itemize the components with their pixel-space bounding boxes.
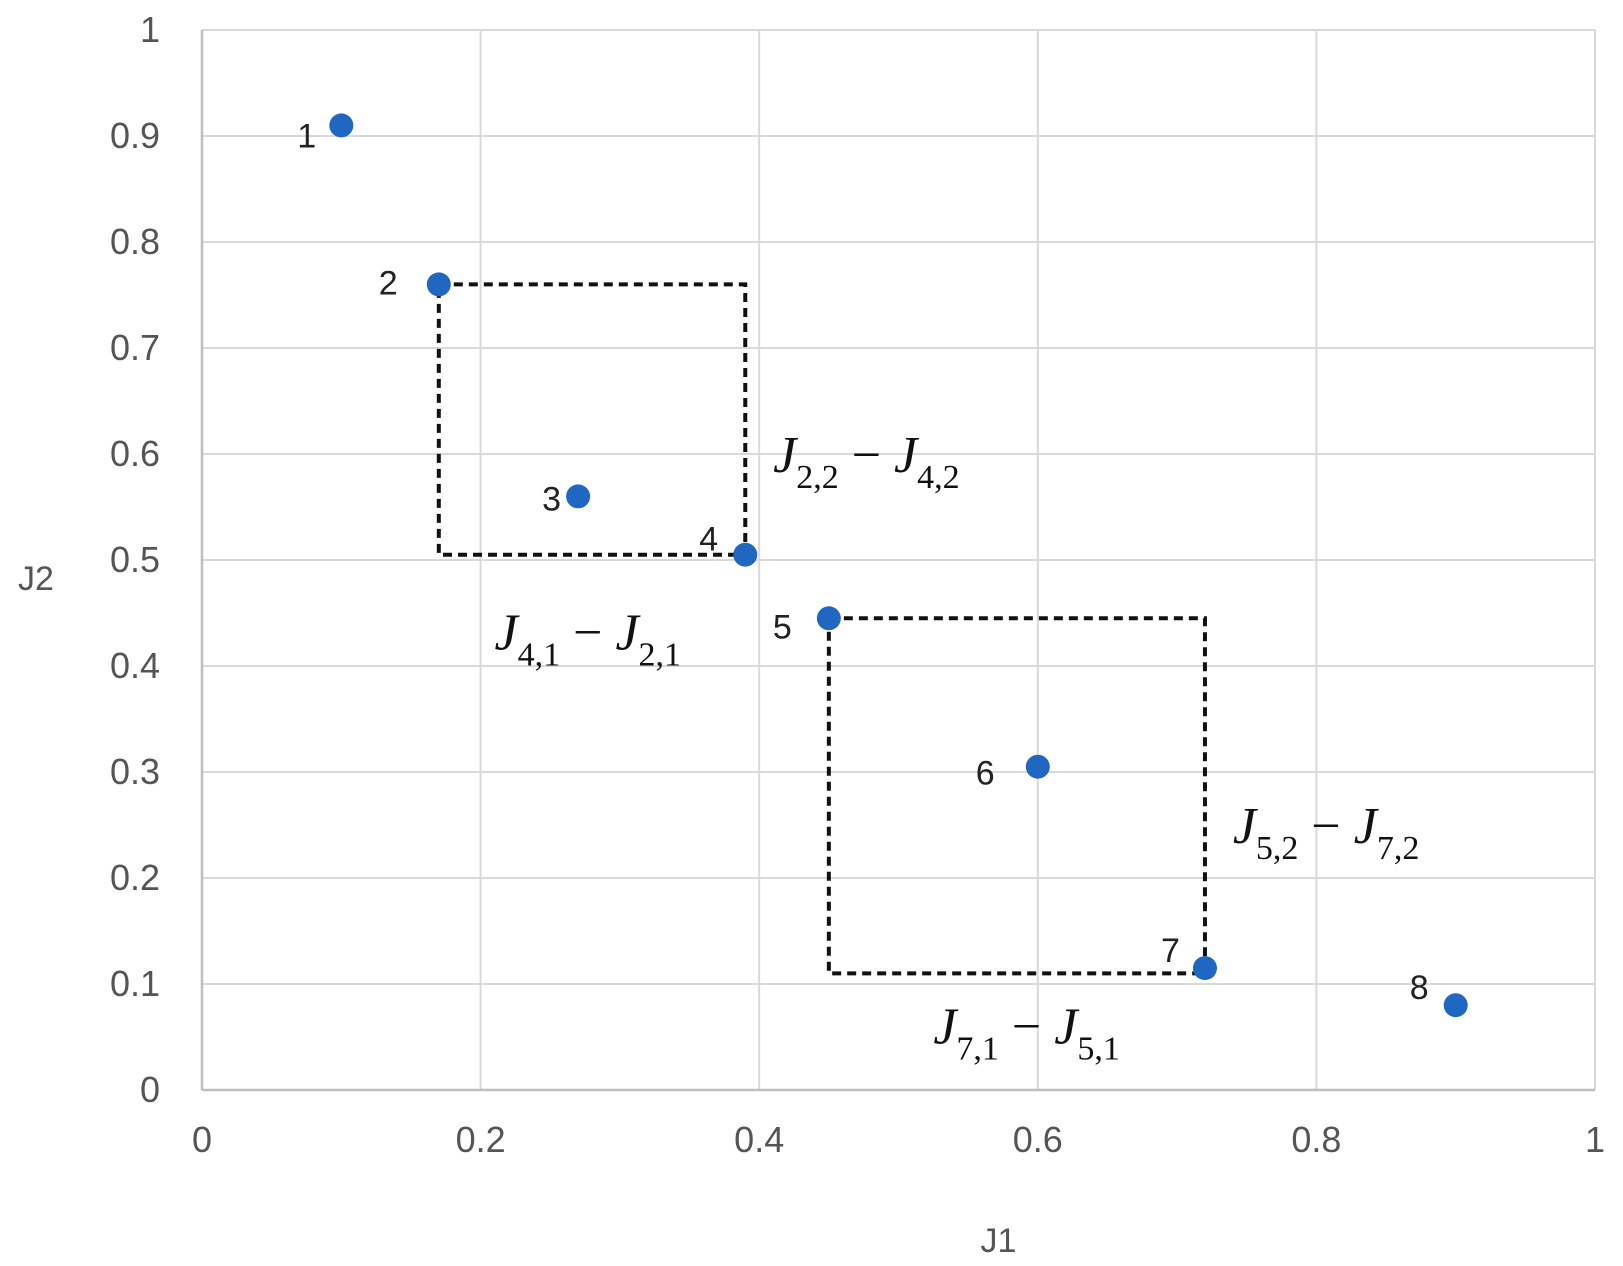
y-axis-title: J2 — [18, 560, 54, 598]
axes: 0 0.2 0.4 0.6 0.8 1 0 0.1 0.2 0.3 0.4 0.5 0.6 0.7 0.8 0… — [18, 9, 1605, 1260]
data-points — [329, 113, 1468, 1018]
point-label-1: 1 — [297, 117, 316, 155]
x-tick-label: 0 — [192, 1119, 212, 1160]
y-tick-label: 1 — [140, 9, 160, 50]
data-point-8 — [1443, 993, 1468, 1018]
point-label-7: 7 — [1161, 932, 1180, 970]
point-label-2: 2 — [379, 264, 398, 302]
data-point-2 — [426, 272, 451, 297]
y-tick-label: 0 — [140, 1069, 160, 1110]
y-tick-label: 0.3 — [110, 751, 160, 792]
x-tick-label: 0.8 — [1291, 1119, 1341, 1160]
x-tick-label: 0.2 — [456, 1119, 506, 1160]
data-point-3 — [566, 484, 591, 509]
labels: J4,1 − J2,1 J2,2 − J4,2 J7,1 − J5,1 J5,2 − … — [297, 117, 1428, 1067]
y-tick-label: 0.9 — [110, 115, 160, 156]
point-label-5: 5 — [773, 608, 792, 646]
x-tick-label: 0.6 — [1013, 1119, 1063, 1160]
dashed-box-2 — [826, 616, 1207, 976]
box-1-width-label: J4,1 − J2,1 — [495, 605, 682, 674]
y-tick-label: 0.2 — [110, 857, 160, 898]
data-point-7 — [1192, 956, 1217, 981]
x-tick-label: 0.4 — [734, 1119, 784, 1160]
data-point-6 — [1025, 754, 1050, 779]
y-tick-label: 0.1 — [110, 963, 160, 1004]
point-label-6: 6 — [976, 755, 995, 793]
data-point-5 — [816, 606, 841, 631]
box-2-height-label: J5,2 − J7,2 — [1233, 798, 1420, 867]
point-label-4: 4 — [699, 521, 718, 559]
y-tick-label: 0.8 — [110, 221, 160, 262]
y-tick-label: 0.6 — [110, 433, 160, 474]
y-tick-label: 0.5 — [110, 539, 160, 580]
point-label-3: 3 — [542, 480, 561, 518]
point-label-8: 8 — [1410, 969, 1429, 1007]
data-point-4 — [733, 542, 758, 567]
data-point-1 — [329, 113, 354, 138]
y-tick-label: 0.7 — [110, 327, 160, 368]
x-tick-label: 1 — [1585, 1119, 1605, 1160]
annotation-boxes — [436, 282, 1207, 976]
dashed-box-1 — [436, 282, 748, 557]
box-1-height-label: J2,2 − J4,2 — [773, 427, 960, 496]
y-tick-label: 0.4 — [110, 645, 160, 686]
box-2-width-label: J7,1 − J5,1 — [933, 998, 1120, 1067]
grid — [202, 29, 1596, 1090]
x-axis-title: J1 — [981, 1222, 1017, 1260]
